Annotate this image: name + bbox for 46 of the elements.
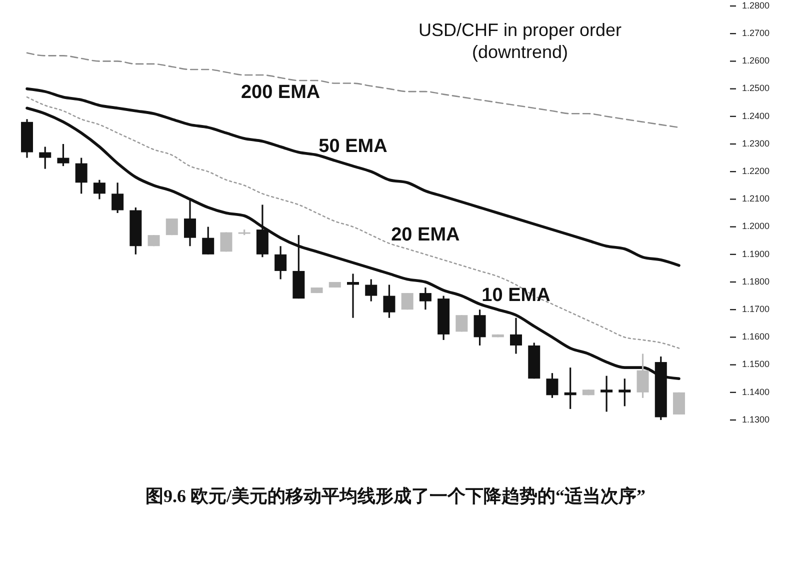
series-label: 200 EMA [240, 82, 320, 103]
text: USD/CHF in proper order [418, 20, 622, 40]
y-tick-label: 1.1400 [742, 386, 770, 397]
candlestick [401, 292, 414, 310]
y-tick-label: 1.2600 [742, 56, 770, 66]
y-tick-label: 1.1300 [742, 414, 770, 424]
y-tick-label: 1.2500 [742, 83, 770, 94]
candlestick [383, 284, 396, 319]
series-label: 20 EMA [391, 224, 460, 246]
y-tick-label: 1.1900 [742, 248, 770, 259]
y-tick-label: 1.2800 [742, 0, 770, 10]
candlestick [474, 308, 486, 346]
candlestick [546, 372, 558, 399]
y-tick-label: 1.1800 [742, 276, 770, 286]
candlestick [510, 317, 522, 355]
y-tick-label: 1.2200 [742, 166, 770, 176]
y-tick-label: 1.2000 [742, 221, 770, 232]
candlestick [93, 179, 106, 200]
candlestick [365, 278, 378, 302]
y-tick-label: 1.2300 [742, 138, 770, 148]
candlestick [456, 314, 468, 332]
candlestick [166, 218, 178, 236]
text: (downtrend) [472, 42, 568, 62]
candlestick [618, 378, 631, 407]
series-label: 10 EMA [482, 285, 551, 306]
y-tick-label: 1.1700 [742, 304, 770, 314]
candlestick [274, 245, 287, 280]
y-tick-label: 1.1600 [742, 332, 770, 342]
candlestick [184, 198, 196, 247]
candlestick [673, 392, 685, 416]
candlestick [75, 157, 88, 194]
candlestick [202, 226, 214, 256]
candlestick [347, 272, 359, 319]
y-tick-label: 1.2700 [742, 28, 770, 38]
candlestick [419, 286, 432, 310]
y-tick-label: 1.2400 [742, 110, 770, 121]
series-label: 50 EMA [318, 136, 388, 158]
candlestick [112, 182, 124, 214]
y-tick-label: 1.2100 [742, 194, 770, 204]
candlestick [636, 352, 649, 399]
candlestick [39, 146, 52, 170]
candlestick [57, 143, 70, 167]
caption: 图9.6 欧元/美元的移动平均线形成了一个下降趋势的“适当次序” [145, 486, 646, 506]
y-tick-label: 1.1500 [742, 359, 770, 370]
candlestick [564, 366, 576, 410]
candlestick [600, 375, 613, 413]
